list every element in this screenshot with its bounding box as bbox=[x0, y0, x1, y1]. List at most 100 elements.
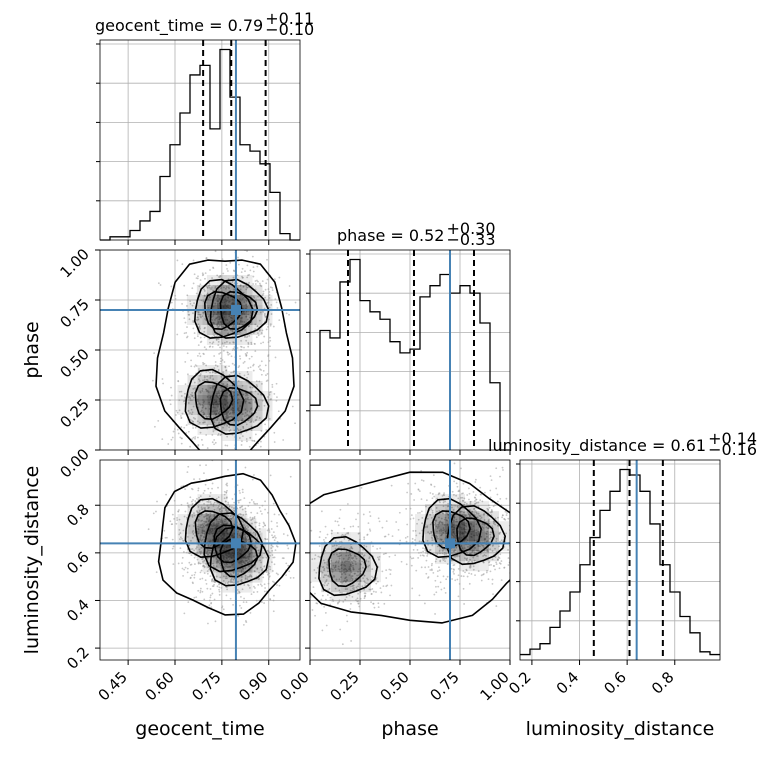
sample-point bbox=[204, 579, 207, 582]
sample-point bbox=[221, 510, 223, 512]
sample-point bbox=[212, 313, 215, 316]
sample-point bbox=[486, 535, 488, 538]
sample-point bbox=[330, 532, 333, 535]
sample-point bbox=[202, 461, 204, 463]
sample-point bbox=[485, 554, 487, 557]
sample-point bbox=[383, 535, 386, 538]
sample-point bbox=[229, 597, 232, 600]
sample-point bbox=[263, 583, 266, 586]
sample-point bbox=[360, 551, 363, 554]
sample-point bbox=[323, 561, 326, 564]
sample-point bbox=[220, 519, 223, 522]
sample-point bbox=[205, 370, 208, 373]
sample-point bbox=[453, 480, 456, 483]
sample-point bbox=[349, 525, 352, 528]
sample-point bbox=[216, 300, 219, 303]
sample-point bbox=[289, 475, 292, 478]
sample-point bbox=[230, 415, 233, 418]
sample-point bbox=[324, 525, 327, 528]
sample-point bbox=[433, 495, 436, 498]
density-cell bbox=[351, 562, 361, 573]
sample-point bbox=[510, 571, 512, 573]
sample-point bbox=[342, 600, 345, 603]
sample-point bbox=[244, 329, 246, 331]
sample-point bbox=[233, 288, 236, 291]
sample-point bbox=[481, 526, 483, 528]
density-cell bbox=[196, 295, 207, 305]
sample-point bbox=[250, 425, 253, 428]
sample-point bbox=[245, 315, 248, 318]
sample-point bbox=[241, 588, 244, 591]
sample-point bbox=[395, 521, 398, 523]
title-minus: −0.16 bbox=[708, 440, 757, 459]
sample-point bbox=[202, 379, 204, 382]
sample-point bbox=[213, 443, 216, 446]
sample-point bbox=[213, 515, 216, 518]
sample-point bbox=[375, 582, 378, 585]
sample-point bbox=[241, 455, 243, 457]
sample-point bbox=[410, 493, 413, 495]
sample-point bbox=[217, 303, 219, 306]
sample-point bbox=[470, 522, 472, 525]
density-cell bbox=[177, 405, 188, 415]
sample-point bbox=[364, 584, 367, 587]
sample-point bbox=[251, 478, 254, 481]
density-cell bbox=[361, 572, 371, 583]
sample-point bbox=[444, 500, 446, 503]
sample-point bbox=[360, 486, 363, 489]
sample-point bbox=[344, 573, 347, 576]
sample-point bbox=[179, 436, 182, 439]
sample-point bbox=[225, 369, 228, 372]
sample-point bbox=[430, 536, 433, 539]
sample-point bbox=[240, 550, 242, 553]
sample-point bbox=[337, 561, 340, 564]
sample-point bbox=[213, 367, 216, 370]
sample-point bbox=[269, 339, 272, 342]
density-cell bbox=[415, 524, 425, 535]
sample-point bbox=[246, 524, 249, 527]
sample-point bbox=[258, 282, 261, 285]
sample-point bbox=[359, 580, 362, 582]
sample-point bbox=[244, 620, 247, 622]
sample-point bbox=[394, 554, 397, 557]
sample-point bbox=[495, 605, 498, 607]
sample-point bbox=[327, 589, 329, 592]
sample-point bbox=[262, 369, 265, 372]
density-cell bbox=[177, 524, 188, 535]
sample-point bbox=[217, 538, 220, 541]
sample-point bbox=[499, 553, 502, 556]
sample-point bbox=[223, 316, 226, 319]
sample-point bbox=[275, 572, 278, 575]
sample-point bbox=[442, 531, 445, 534]
sample-point bbox=[262, 290, 265, 293]
density-cell bbox=[449, 551, 459, 562]
sample-point bbox=[209, 512, 212, 515]
sample-point bbox=[205, 583, 208, 585]
sample-point bbox=[355, 557, 358, 560]
sample-point bbox=[254, 526, 257, 528]
sample-point bbox=[200, 513, 203, 516]
sample-point bbox=[249, 366, 252, 369]
sample-point bbox=[480, 579, 483, 582]
sample-point bbox=[201, 529, 204, 532]
sample-point bbox=[264, 423, 266, 426]
sample-point bbox=[482, 555, 484, 557]
sample-point bbox=[201, 438, 203, 441]
sample-point bbox=[370, 601, 372, 604]
sample-point bbox=[495, 561, 498, 564]
sample-point bbox=[440, 588, 443, 591]
sample-point bbox=[389, 573, 392, 576]
sample-point bbox=[351, 579, 354, 582]
sample-point bbox=[173, 499, 176, 502]
sample-point bbox=[203, 566, 206, 569]
sample-point bbox=[202, 421, 204, 424]
sample-point bbox=[199, 373, 202, 376]
sample-point bbox=[225, 346, 228, 348]
sample-point bbox=[237, 420, 240, 423]
sample-point bbox=[197, 318, 200, 321]
density-cell bbox=[242, 582, 253, 593]
sample-point bbox=[479, 486, 482, 489]
sample-point bbox=[195, 596, 198, 598]
sample-point bbox=[483, 523, 486, 526]
sample-point bbox=[196, 511, 199, 513]
